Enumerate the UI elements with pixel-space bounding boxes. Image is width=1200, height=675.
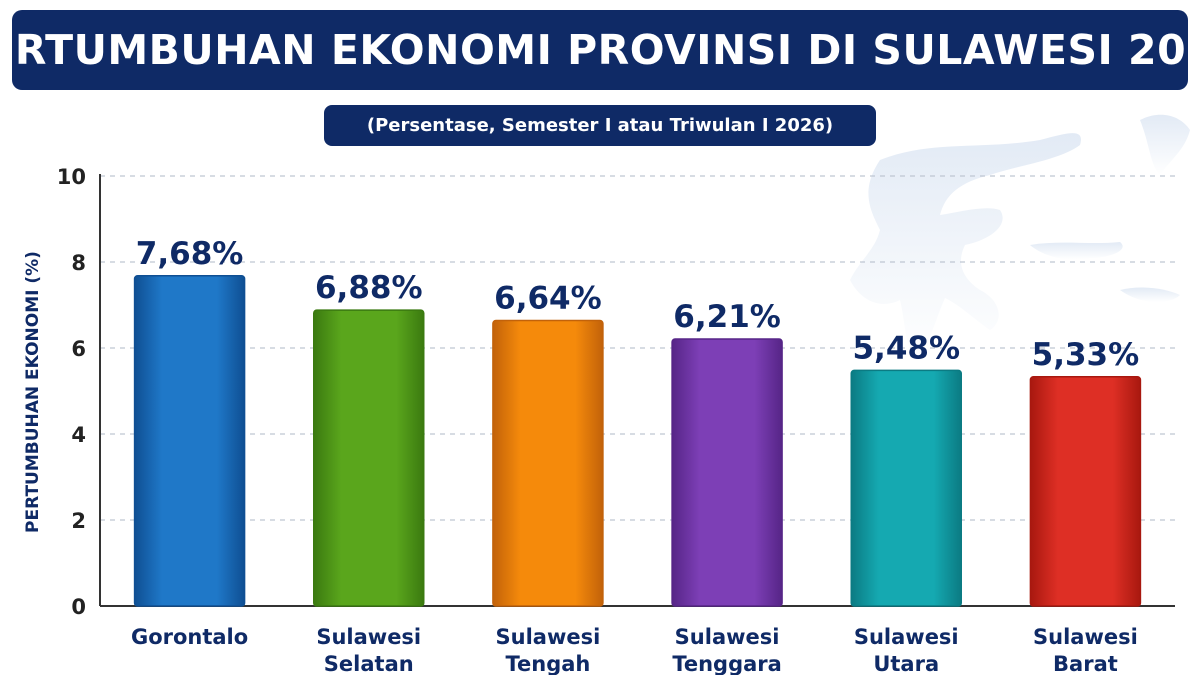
y-tick-label: 6 [71,337,86,361]
x-tick-label: Gorontalo [131,625,248,649]
bar-value-label: 6,21% [673,299,781,335]
x-tick-label: Sulawesi [854,625,959,649]
bar [492,319,604,607]
chart-title: PERTUMBUHAN EKONOMI PROVINSI DI SULAWESI… [0,26,1200,74]
chart-subtitle: (Persentase, Semester I atau Triwulan I … [366,115,834,136]
y-tick-label: 0 [71,595,86,619]
x-tick-label: Tengah [505,652,590,675]
subtitle-pill: (Persentase, Semester I atau Triwulan I … [324,105,876,146]
x-tick-label: Sulawesi [675,625,780,649]
x-tick-label: Sulawesi [496,625,601,649]
y-tick-label: 2 [71,509,86,533]
bar-value-label: 7,68% [136,236,244,272]
bar-value-label: 5,33% [1032,337,1140,373]
x-tick-label: Utara [873,652,939,675]
x-tick-label: Sulawesi [1033,625,1138,649]
bar [850,369,962,607]
bar-value-label: 6,64% [494,280,602,316]
y-tick-label: 4 [71,423,86,447]
bar [1029,376,1142,607]
bar-value-label: 6,88% [315,270,423,306]
y-tick-label: 8 [71,251,86,275]
bar-value-label: 5,48% [852,330,960,366]
y-axis-label: PERTUMBUHAN EKONOMI (%) [23,251,43,533]
sulawesi-map-watermark [850,114,1190,360]
x-tick-label: Sulawesi [316,625,421,649]
x-tick-label: Selatan [324,652,414,675]
x-tick-label: Tenggara [672,652,782,675]
bar [133,275,246,607]
bar [313,309,425,607]
bar [671,338,783,607]
y-tick-label: 10 [57,165,86,189]
x-tick-label: Barat [1053,652,1118,675]
title-banner: PERTUMBUHAN EKONOMI PROVINSI DI SULAWESI… [0,10,1200,90]
